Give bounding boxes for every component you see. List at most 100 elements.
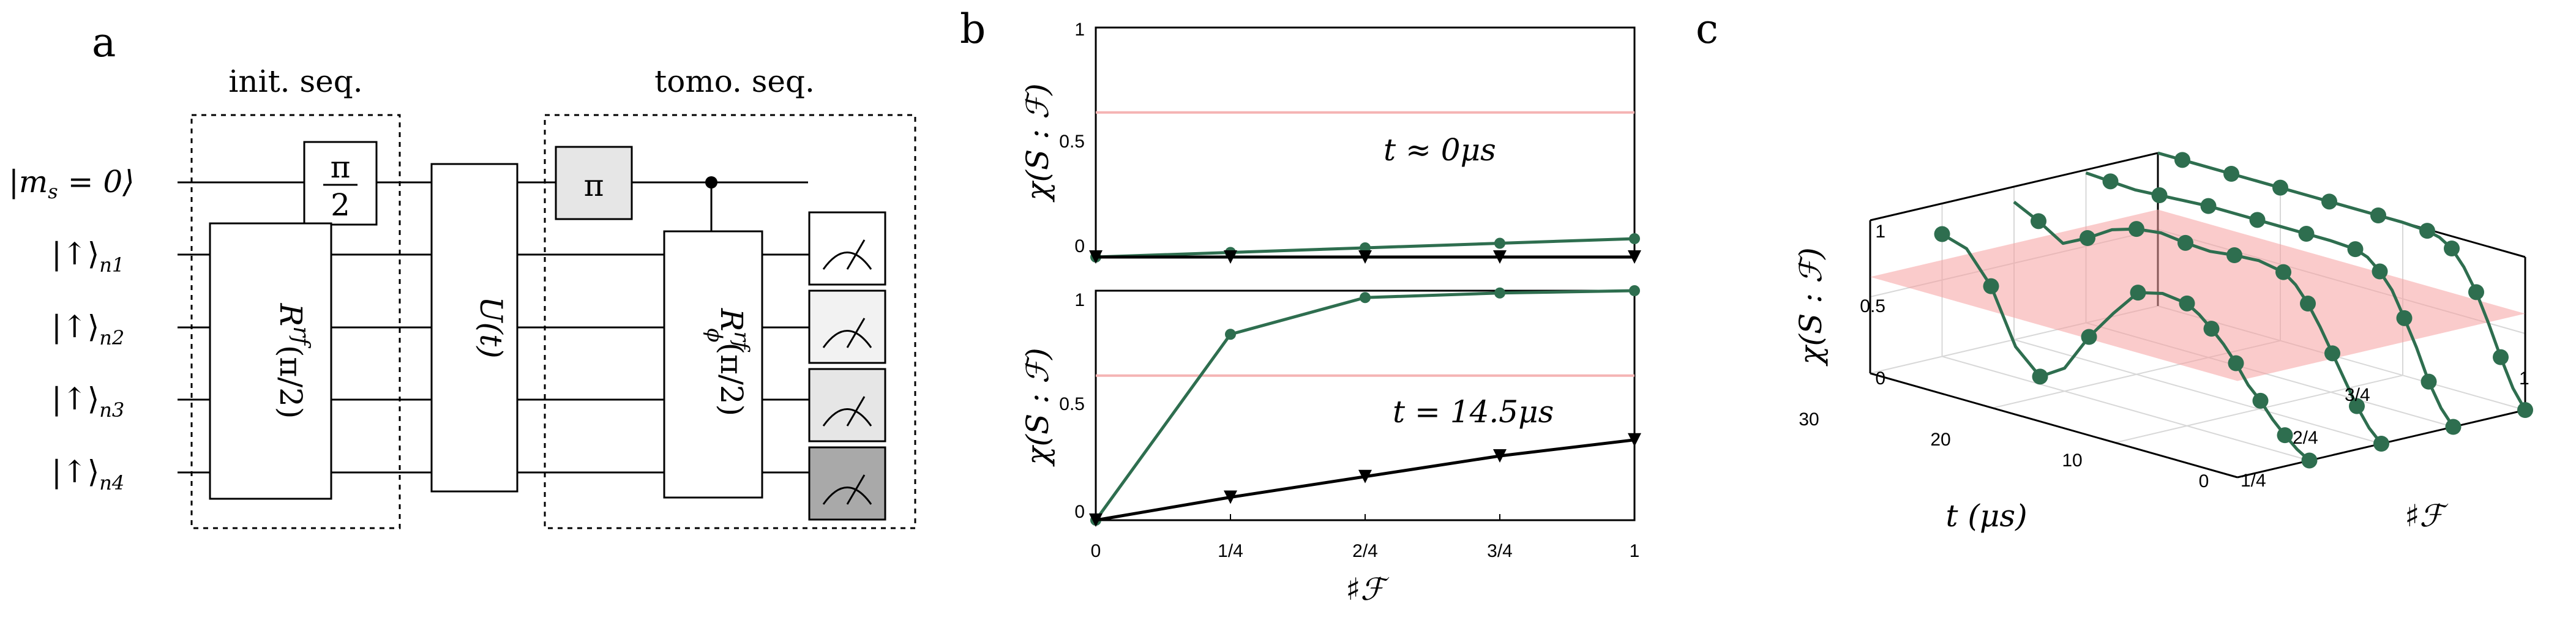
- c-ttick-0: 0: [2199, 471, 2209, 491]
- c-data-point-1: [2517, 402, 2533, 418]
- data-point-green: [1629, 233, 1640, 244]
- measure-n2: [808, 289, 886, 364]
- c-data-point-3/4: [2347, 241, 2364, 258]
- c-data-point-2/4: [2300, 296, 2316, 312]
- c-data-point-1: [2419, 223, 2435, 239]
- b-top-axes: [1095, 26, 1636, 258]
- b-top-ytick-05: 0.5: [1059, 132, 1085, 152]
- c-data-point-2/4: [2226, 247, 2242, 263]
- c-data-point-2/4: [2129, 221, 2144, 237]
- c-data-point-2/4: [2349, 398, 2365, 414]
- c-data-point-2/4: [2080, 230, 2095, 246]
- c-data-point-2/4: [2275, 264, 2291, 280]
- gate-evolution-label: U(t): [473, 296, 509, 358]
- c-ttick-30: 30: [1799, 409, 1819, 430]
- c-data-point-2/4: [2031, 213, 2046, 229]
- gate-pi-half-den: 2: [331, 187, 350, 223]
- b-xtick-1: 1: [1630, 541, 1640, 561]
- c-data-point-1: [2493, 349, 2509, 365]
- b-bottom-annotation: t = 14.5μs: [1393, 394, 1554, 430]
- c-zlabel: χ(S : ℱ): [1793, 247, 1829, 367]
- chart-c-3d: 1 0.5 0 30 20 10 0 1/4 2/4 3/4 1 χ(S : ℱ…: [1793, 151, 2533, 534]
- measure-n1: [808, 211, 886, 286]
- circuit-diagram: init. seq. tomo. seq. |ms = 0⟩ |↑⟩n1 |↑⟩…: [9, 64, 916, 529]
- c-data-point-3/4: [2200, 198, 2217, 214]
- c-tlabel: t (μs): [1945, 498, 2027, 534]
- gate-pi-half-num: π: [331, 149, 351, 185]
- c-data-point-3/4: [2372, 263, 2388, 280]
- c-data-point-2/4: [2177, 234, 2193, 251]
- wire-label-ms: |ms = 0⟩: [9, 164, 135, 203]
- wire-label-n2: |↑⟩n2: [51, 309, 124, 349]
- data-point-black: [1358, 250, 1372, 264]
- c-data-point-3/4: [2249, 212, 2266, 228]
- gate-tomo-rotation-label: Rrfϕ(π/2): [702, 308, 754, 416]
- c-data-point-1: [2174, 152, 2190, 168]
- gate-tomo-rotation: [663, 230, 763, 499]
- c-data-point-2/4: [2324, 345, 2340, 362]
- c-data-point-1/4: [2301, 452, 2318, 469]
- c-data-point-1/4: [1934, 226, 1950, 242]
- grid-line: [2114, 375, 2403, 444]
- c-data-point-3/4: [2396, 310, 2413, 326]
- b-bottom-ytick-05: 0.5: [1059, 394, 1085, 414]
- wire-label-n3: |↑⟩n3: [51, 381, 124, 422]
- c-ztick-05: 0.5: [1860, 296, 1885, 316]
- b-xtick-0: 0: [1091, 541, 1101, 561]
- c-data-point-3/4: [2421, 373, 2437, 390]
- c-data-point-1: [2223, 166, 2239, 182]
- c-data-point-1/4: [2179, 295, 2195, 312]
- panel-label-c: c: [1696, 6, 1718, 53]
- wire-label-n4: |↑⟩n4: [51, 454, 124, 494]
- data-point-black: [1493, 250, 1507, 264]
- c-ftick-1: 1: [2519, 368, 2529, 389]
- b-bottom-ylabel: χ(S : ℱ): [1020, 348, 1055, 467]
- c-data-point-1: [2321, 193, 2337, 210]
- gate-evolution: [430, 163, 519, 493]
- gate-init-rotation-label: Rrf(π/2): [273, 303, 313, 419]
- c-data-point-1: [2272, 179, 2288, 196]
- data-point-black: [1224, 250, 1237, 264]
- b-xtick-1-4: 1/4: [1218, 541, 1243, 561]
- threshold-plane: [1870, 209, 2525, 381]
- measure-n4: [808, 446, 886, 521]
- c-ztick-1: 1: [1875, 222, 1885, 242]
- b-bottom-ytick-1: 1: [1074, 290, 1085, 310]
- c-data-point-1/4: [1983, 278, 1999, 294]
- c-data-point-3/4: [2151, 187, 2168, 203]
- b-xlabel: ♯ℱ: [1346, 572, 1390, 607]
- c-data-point-1/4: [2277, 427, 2293, 444]
- c-data-point-3/4: [2102, 173, 2119, 190]
- c-data-point-1/4: [2130, 285, 2146, 301]
- init-sequence-label: init. seq.: [228, 64, 362, 99]
- c-flabel: ♯ℱ: [2405, 498, 2449, 534]
- axis-line: [1870, 372, 2238, 479]
- data-point-green: [1629, 285, 1640, 296]
- data-point-black: [1628, 250, 1641, 264]
- c-data-point-3/4: [2445, 419, 2462, 435]
- c-data-point-1/4: [2032, 368, 2048, 385]
- gate-pi-label: π: [584, 168, 604, 203]
- panel-label-a: a: [92, 19, 116, 66]
- b-top-ytick-0: 0: [1074, 236, 1085, 256]
- b-top-annotation: t ≈ 0μs: [1383, 132, 1496, 168]
- data-point-black: [1628, 433, 1641, 447]
- data-point-black: [1089, 513, 1103, 527]
- data-point-green: [1360, 292, 1371, 304]
- c-ttick-20: 20: [1930, 430, 1950, 450]
- c-data-point-1: [2370, 207, 2386, 223]
- c-data-point-1/4: [2081, 329, 2097, 345]
- tomo-sequence-label: tomo. seq.: [654, 64, 815, 99]
- c-data-point-3/4: [2298, 226, 2315, 242]
- panel-label-b: b: [960, 6, 986, 53]
- grid-line: [1942, 356, 2310, 461]
- measure-n3: [808, 368, 886, 442]
- c-data-point-1: [2468, 284, 2484, 300]
- init-sequence-box: [190, 114, 401, 529]
- b-bottom-ytick-0: 0: [1074, 502, 1085, 522]
- c-data-point-1/4: [2228, 355, 2244, 371]
- c-ztick-0: 0: [1875, 368, 1885, 389]
- gate-pi: [555, 146, 633, 220]
- c-ftick-3-4: 3/4: [2345, 385, 2370, 405]
